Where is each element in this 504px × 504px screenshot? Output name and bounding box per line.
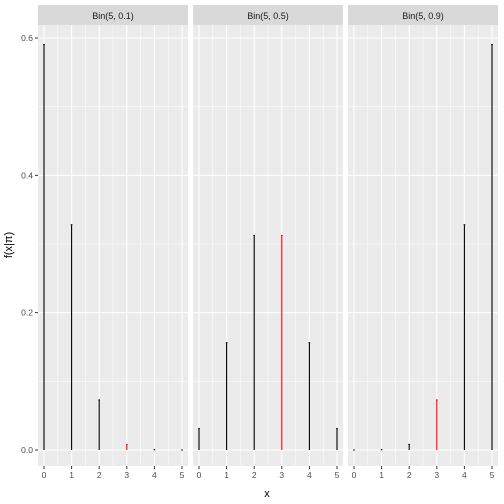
x-tick-label: 3 [279,470,284,480]
y-tick-label: 0.2 [21,308,33,318]
x-tick-label: 2 [252,470,257,480]
x-tick-label: 1 [224,470,229,480]
x-axis-title: x [264,488,270,500]
x-tick-label: 0 [197,470,202,480]
x-tick-label: 1 [379,470,384,480]
x-tick-label: 5 [335,470,340,480]
y-tick-label: 0.4 [21,170,33,180]
x-tick-label: 0 [42,470,47,480]
y-tick-label: 0.0 [21,445,33,455]
x-tick-label: 1 [69,470,74,480]
facet-panel: Bin(5, 0.5) 0 1 2 3 4 5 [193,5,343,480]
facet-strip [193,5,343,25]
x-tick-label: 5 [490,470,495,480]
facet-panel: Bin(5, 0.9) 0 1 2 3 4 5 [348,5,498,480]
x-tick-label: 4 [307,470,312,480]
facet-strip [38,5,188,25]
x-tick-label: 2 [407,470,412,480]
facet-strip [348,5,498,25]
x-tick-label: 4 [462,470,467,480]
facet-panel: Bin(5, 0.1) 0 1 2 3 4 5 [38,5,188,480]
x-tick-label: 3 [434,470,439,480]
x-tick-label: 4 [152,470,157,480]
facet-strip-label: Bin(5, 0.5) [247,11,289,21]
x-tick-label: 3 [124,470,129,480]
x-tick-label: 0 [352,470,357,480]
x-tick-label: 2 [97,470,102,480]
facet-strip-label: Bin(5, 0.9) [402,11,444,21]
x-tick-label: 5 [180,470,185,480]
y-axis: 0.0 0.2 0.4 0.6 [21,33,38,455]
y-tick-label: 0.6 [21,33,33,43]
y-axis-title: f(x|π) [3,232,15,258]
facet-strip-label: Bin(5, 0.1) [92,11,134,21]
